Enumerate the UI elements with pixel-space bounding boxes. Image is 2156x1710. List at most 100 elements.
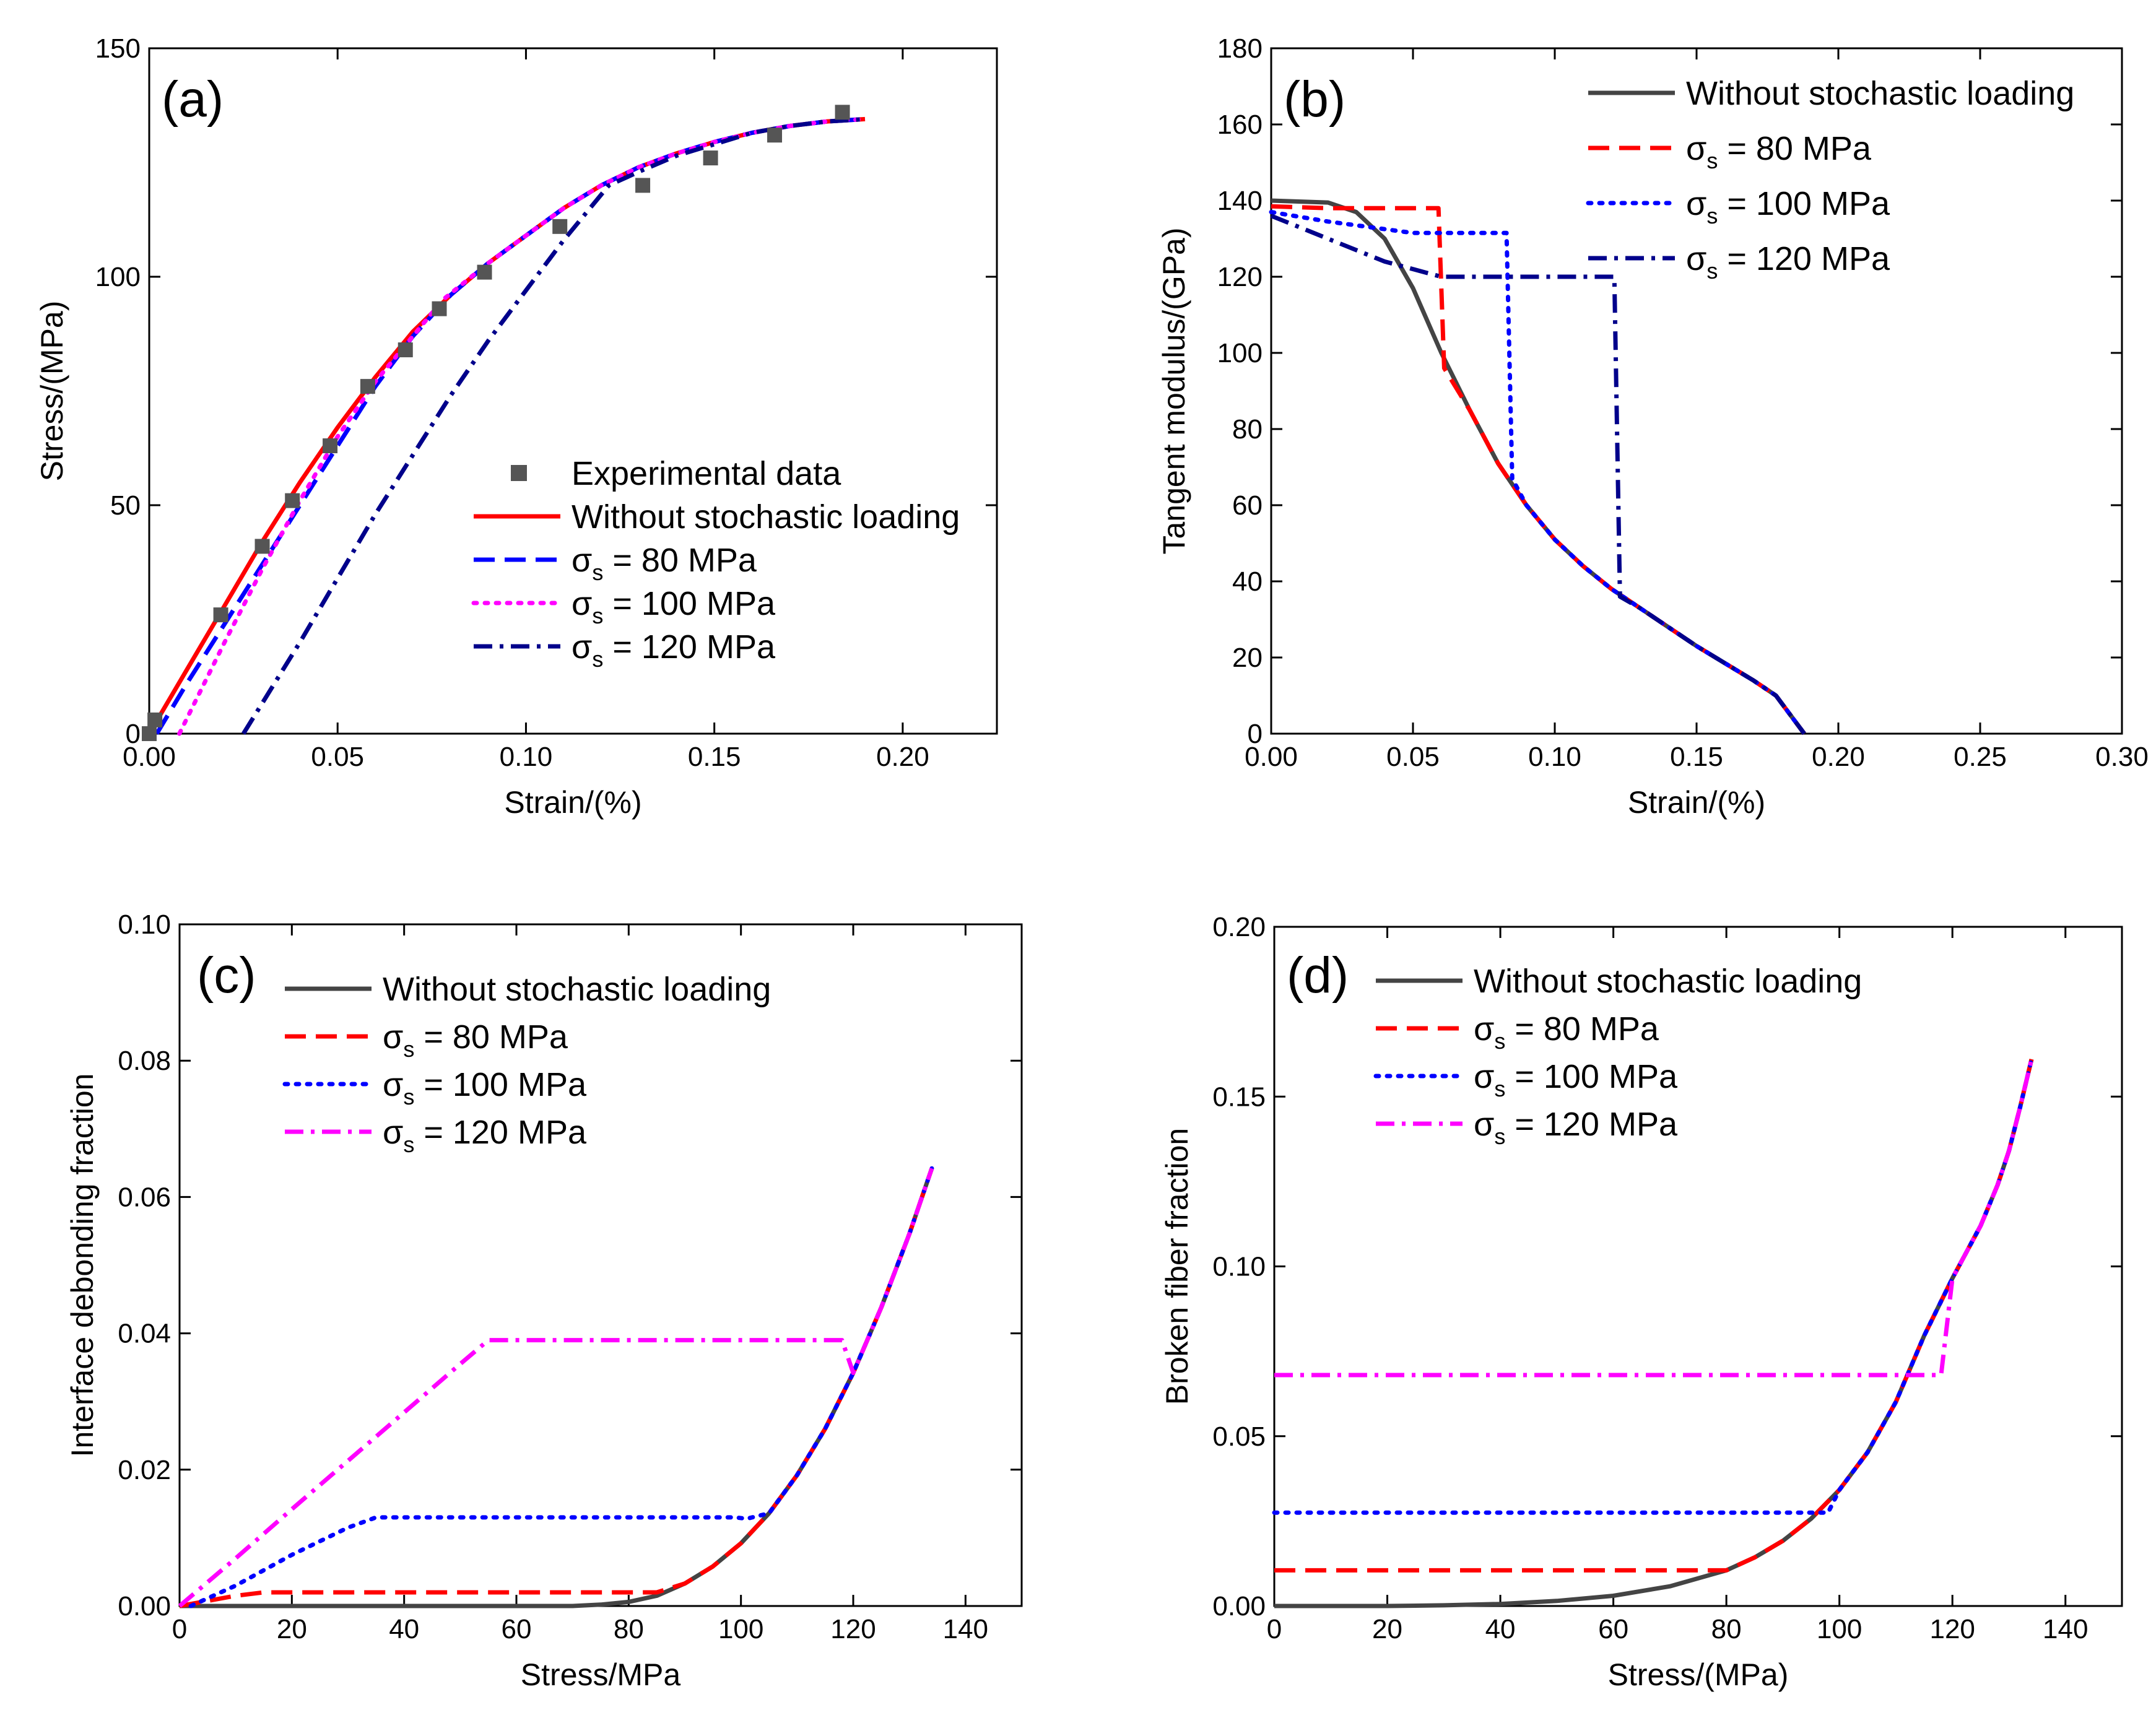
x-tick-label: 0.30 — [2095, 742, 2149, 772]
series-line-solid — [1274, 1059, 2034, 1608]
x-tick-label: 80 — [1711, 1614, 1742, 1644]
y-tick-label: 0.10 — [1212, 1252, 1266, 1282]
y-tick-label: 0.02 — [118, 1455, 171, 1485]
experimental-point — [254, 539, 270, 554]
experimental-point — [323, 438, 338, 454]
x-tick-label: 0 — [172, 1614, 187, 1644]
experimental-point — [635, 178, 651, 193]
panel-b: 0.00 0.05 0.10 0.15 0.20 0.25 0.30 0 20 40 60 80 100… — [1157, 33, 2149, 820]
y-tick-label: 100 — [95, 262, 141, 292]
y-tick-label: 180 — [1217, 33, 1263, 64]
x-tick-label: 60 — [502, 1614, 532, 1644]
x-tick-label: 100 — [1817, 1614, 1862, 1644]
legend-marker — [511, 465, 527, 481]
legend-entry: σs = 100 MPa — [471, 585, 776, 628]
legend-entry: σs = 100 MPa — [1586, 185, 1890, 228]
legend-label: σs = 80 MPa — [1686, 130, 1872, 173]
y-tick-label: 0.06 — [118, 1182, 171, 1212]
x-tick-label: 0.15 — [1670, 742, 1723, 772]
panel-label: (b) — [1284, 71, 1345, 128]
x-tick-label: 0.20 — [1812, 742, 1865, 772]
x-tick-label: 0.15 — [688, 742, 741, 772]
legend-value: = 80 MPa — [414, 1018, 568, 1056]
x-axis-title: Stress/MPa — [521, 1657, 681, 1692]
x-tick-label: 0.25 — [1954, 742, 2007, 772]
series-line-dashed — [1271, 204, 1806, 736]
series-line-dashdot — [178, 1168, 934, 1608]
sigma-symbol: σ — [1686, 240, 1706, 277]
x-axis-title: Strain/(%) — [504, 785, 641, 820]
y-tick-label: 120 — [1217, 262, 1263, 292]
experimental-point — [285, 493, 300, 508]
legend-value: = 80 MPa — [1718, 130, 1872, 167]
series-line-dotted — [1269, 210, 1807, 736]
x-tick-label: 0.00 — [1245, 742, 1298, 772]
legend-value: = 80 MPa — [1505, 1010, 1659, 1048]
experimental-point — [835, 105, 850, 120]
legend-value: = 100 MPa — [414, 1066, 587, 1103]
x-tick-label: 40 — [389, 1614, 419, 1644]
x-tick-label: 140 — [943, 1614, 988, 1644]
sigma-subscript: s — [1706, 148, 1718, 173]
y-tick-label: 0.00 — [118, 1591, 171, 1621]
panel-a: 0.00 0.05 0.10 0.15 0.20 0 50 100 150 Strain/(%) S… — [35, 33, 998, 820]
plot-frame — [148, 47, 998, 735]
legend-entry: Without stochastic loading — [1376, 963, 1862, 1000]
legend-value: = 120 MPa — [414, 1114, 587, 1151]
sigma-symbol: σ — [1474, 1010, 1494, 1048]
x-axis-title: Stress/(MPa) — [1608, 1657, 1789, 1692]
sigma-subscript: s — [1706, 203, 1718, 228]
series-line-dotted — [177, 116, 867, 736]
y-tick-label: 140 — [1217, 186, 1263, 216]
y-tick-label: 160 — [1217, 110, 1263, 140]
legend-entry: σs = 80 MPa — [1376, 1010, 1659, 1054]
sigma-subscript: s — [1494, 1028, 1505, 1054]
series-line-dashed — [1274, 1059, 2034, 1573]
series-line-dashed — [179, 1168, 934, 1608]
sigma-subscript: s — [592, 603, 603, 628]
legend-label: Without stochastic loading — [572, 498, 960, 536]
y-tick-label: 0.05 — [1212, 1421, 1266, 1452]
x-tick-label: 60 — [1598, 1614, 1628, 1644]
y-tick-label: 0.00 — [1212, 1591, 1266, 1621]
y-axis-title: Stress/(MPa) — [35, 301, 69, 482]
legend-entry: Without stochastic loading — [474, 498, 960, 536]
x-tick-label: 40 — [1485, 1614, 1516, 1644]
sigma-symbol: σ — [383, 1018, 403, 1056]
y-tick-label: 0 — [126, 719, 141, 749]
series-line-dashdot — [1270, 214, 1806, 736]
x-tick-label: 0.10 — [1528, 742, 1581, 772]
y-axis-title: Tangent modulus/(GPa) — [1157, 227, 1191, 554]
legend-entry: σs = 100 MPa — [1373, 1058, 1678, 1101]
legend-label: Without stochastic loading — [1474, 963, 1862, 1000]
x-tick-label: 140 — [2043, 1614, 2088, 1644]
experimental-point — [432, 301, 447, 316]
legend-entry: σs = 80 MPa — [285, 1018, 568, 1062]
y-tick-label: 60 — [1232, 490, 1263, 521]
sigma-subscript: s — [1494, 1124, 1505, 1149]
sigma-subscript: s — [403, 1132, 414, 1157]
sigma-symbol: σ — [572, 628, 592, 666]
y-tick-label: 80 — [1232, 414, 1263, 445]
x-tick-label: 0.20 — [876, 742, 929, 772]
x-axis-title: Strain/(%) — [1628, 785, 1765, 820]
legend-value: = 120 MPa — [1718, 240, 1890, 277]
sigma-subscript: s — [1706, 258, 1718, 284]
legend-label: σs = 120 MPa — [1686, 240, 1890, 284]
experimental-point — [703, 150, 718, 166]
legend-label: σs = 100 MPa — [572, 585, 776, 628]
experimental-point — [552, 219, 568, 234]
x-tick-label: 120 — [830, 1614, 876, 1644]
panel-c: 0 20 40 60 80 100 120 140 0.00 0.02 0.04 0.06 0.08 0.… — [65, 909, 1023, 1692]
sigma-symbol: σ — [383, 1066, 403, 1103]
y-axis-title: Broken fiber fraction — [1160, 1128, 1194, 1405]
legend-label: σs = 100 MPa — [1686, 185, 1890, 228]
y-tick-label: 50 — [110, 490, 141, 521]
x-tick-label: 0.05 — [1386, 742, 1440, 772]
panel-label: (c) — [197, 947, 256, 1004]
experimental-point — [213, 607, 228, 623]
sigma-symbol: σ — [1686, 185, 1706, 222]
series-line-dashdot — [1274, 1059, 2034, 1378]
y-tick-label: 0.15 — [1212, 1082, 1266, 1112]
x-tick-label: 20 — [277, 1614, 307, 1644]
